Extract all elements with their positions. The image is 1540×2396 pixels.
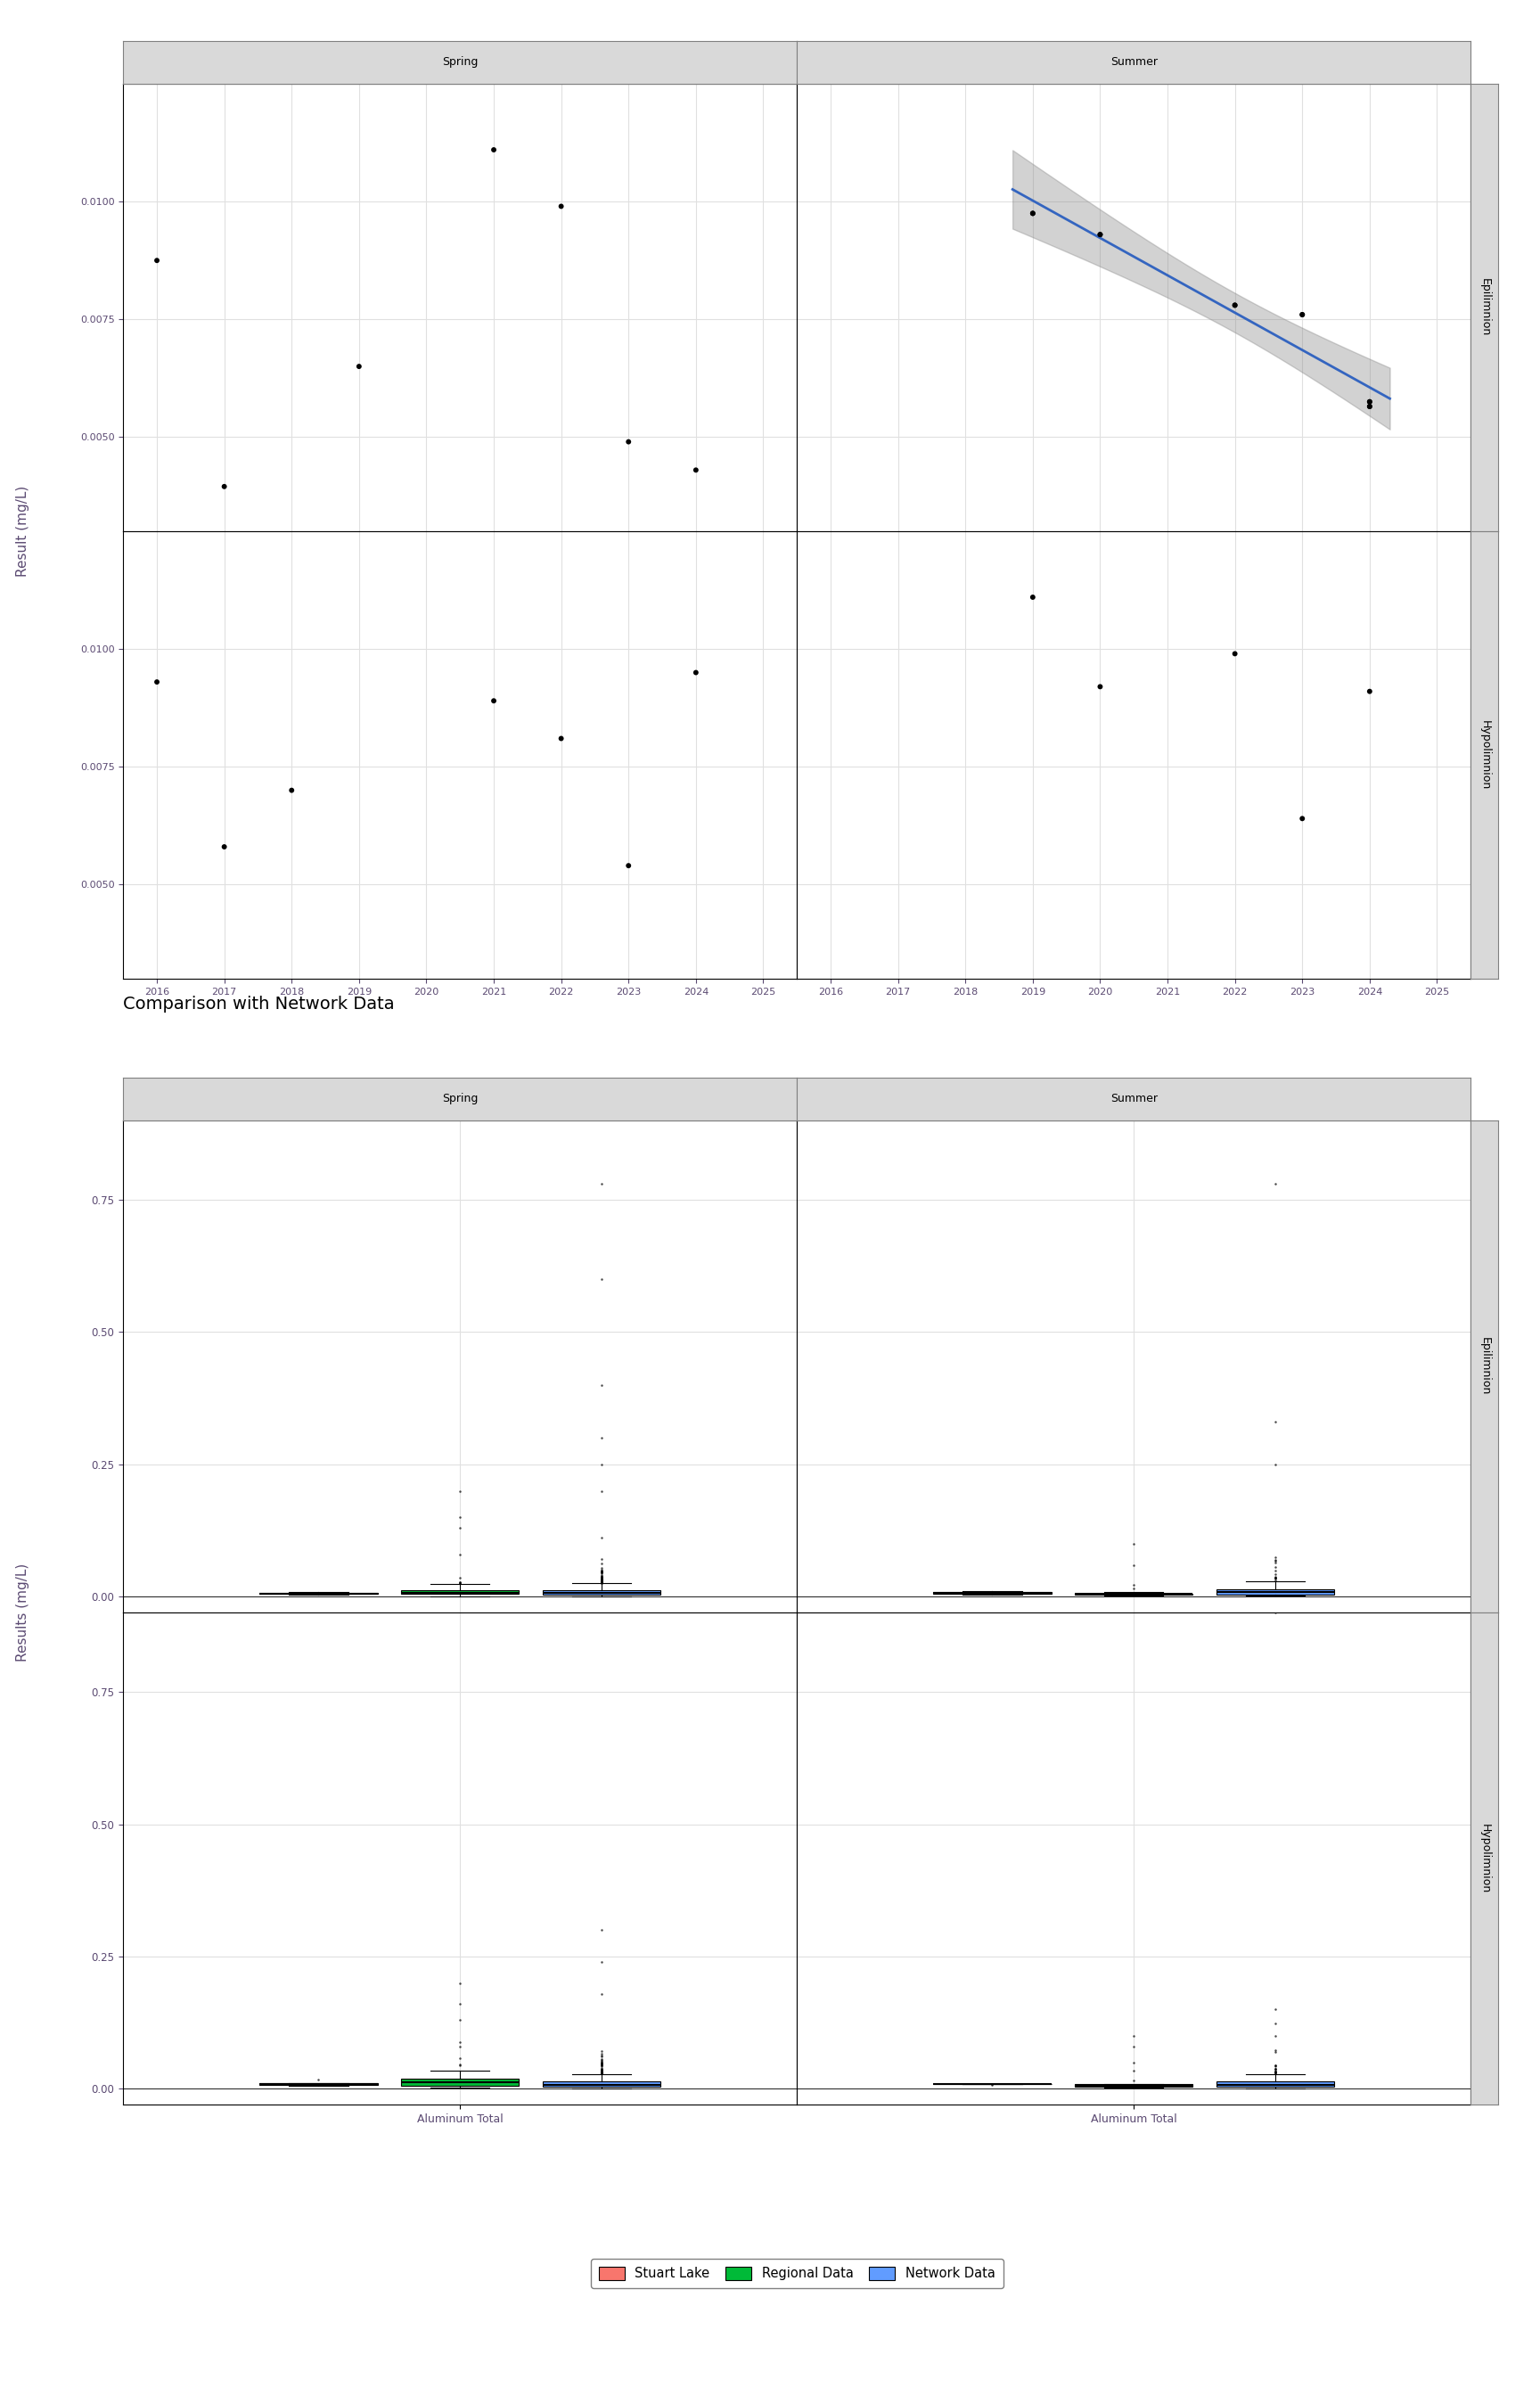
Point (346, 347, 371, 386)
PathPatch shape (542, 1591, 661, 1596)
Point (1357, 388, 1381, 426)
Point (1021, 194, 1046, 232)
Point (1223, 285, 1247, 323)
Text: Epilimnion: Epilimnion (1478, 1337, 1491, 1394)
Point (1357, 383, 1381, 422)
PathPatch shape (400, 1591, 519, 1593)
Point (213, 827, 237, 865)
Point (548, 187, 573, 225)
PathPatch shape (1217, 2082, 1334, 2087)
Point (1357, 383, 1381, 422)
Point (1291, 295, 1315, 333)
Point (616, 422, 641, 460)
Point (1087, 216, 1112, 254)
Point (1357, 388, 1381, 426)
Point (1021, 194, 1046, 232)
Text: Spring: Spring (442, 1093, 477, 1105)
Text: Results (mg/L): Results (mg/L) (17, 1565, 29, 1663)
Point (482, 680, 507, 719)
Point (145, 664, 169, 702)
PathPatch shape (400, 2080, 519, 2087)
Point (684, 450, 708, 489)
Text: Spring: Spring (442, 58, 477, 67)
Legend: Stuart Lake, Regional Data, Network Data: Stuart Lake, Regional Data, Network Data (591, 2259, 1003, 2288)
Point (1223, 635, 1247, 673)
Text: Hypolimnion: Hypolimnion (1478, 721, 1491, 791)
Point (1087, 668, 1112, 707)
Text: Summer: Summer (1110, 58, 1158, 67)
PathPatch shape (1217, 1589, 1334, 1593)
Point (1357, 673, 1381, 712)
Point (145, 242, 169, 280)
Text: Epilimnion: Epilimnion (1478, 278, 1491, 338)
Point (616, 846, 641, 884)
Point (279, 772, 303, 810)
Text: Hypolimnion: Hypolimnion (1478, 1823, 1491, 1893)
Text: Result (mg/L): Result (mg/L) (17, 486, 29, 577)
Point (1087, 216, 1112, 254)
Point (482, 132, 507, 170)
Point (1021, 577, 1046, 616)
Text: Summer: Summer (1110, 1093, 1158, 1105)
Point (213, 467, 237, 506)
Text: Comparison with Network Data: Comparison with Network Data (123, 997, 394, 1014)
Point (1291, 800, 1315, 839)
PathPatch shape (542, 2082, 661, 2087)
Point (684, 654, 708, 692)
Point (1291, 295, 1315, 333)
Point (1223, 285, 1247, 323)
Point (548, 719, 573, 757)
